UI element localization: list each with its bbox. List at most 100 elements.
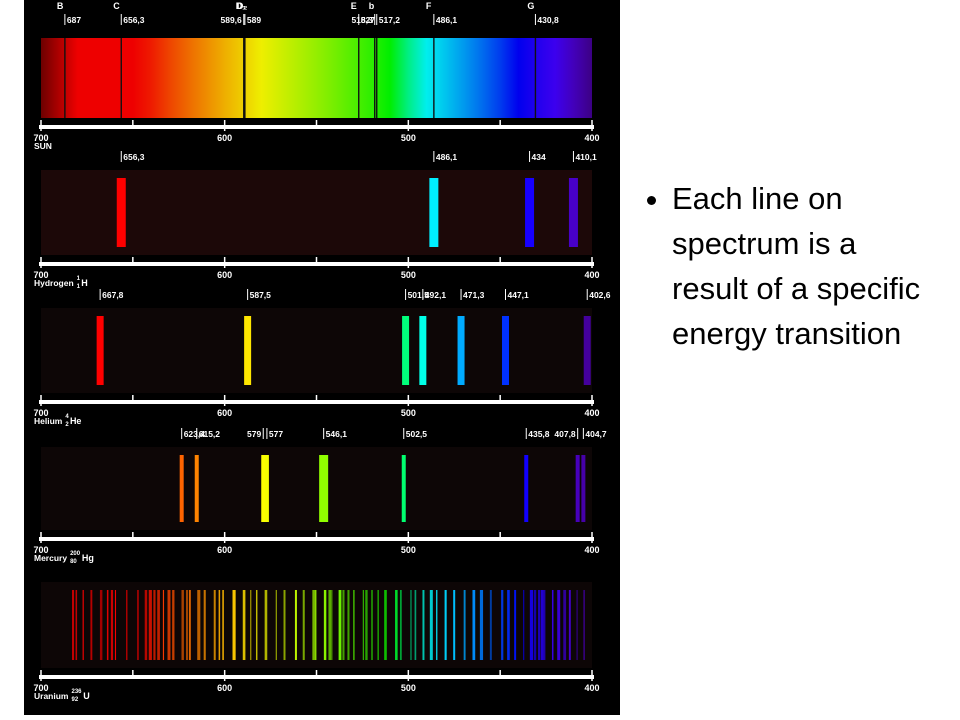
axis-tick-label: 700 <box>33 408 48 418</box>
emission-line-decor <box>365 590 368 660</box>
line-label: 434 <box>532 152 546 162</box>
axis-tick-label: 700 <box>33 270 48 280</box>
axis-tick-label: 600 <box>217 545 232 555</box>
mass-number: 200 <box>70 551 81 557</box>
fraunhofer-letter: B <box>57 1 64 11</box>
line-label: 430,8 <box>537 15 559 25</box>
emission-line-decor <box>338 590 342 660</box>
emission-line-decor <box>137 590 139 660</box>
spectrum-band <box>41 308 592 393</box>
fraunhofer-letter: F <box>426 1 432 11</box>
emission-line-decor <box>543 590 546 660</box>
line-label: 447,1 <box>507 290 529 300</box>
emission-line-decor <box>126 590 128 660</box>
emission-line-decor <box>551 590 554 660</box>
emission-line <box>319 455 329 522</box>
fraunhofer-letter: D₁ <box>236 1 246 11</box>
emission-line-decor <box>242 590 246 660</box>
line-label: 656,3 <box>123 15 145 25</box>
emission-line-decor <box>181 590 184 660</box>
line-label: 656,3 <box>123 152 145 162</box>
spectrum-band <box>41 447 592 530</box>
emission-line-decor <box>563 590 567 660</box>
emission-line-decor <box>463 590 466 660</box>
axis-tick-label: 700 <box>33 545 48 555</box>
line-label: 667,8 <box>102 290 124 300</box>
emission-line-decor <box>264 590 268 660</box>
line-label: 518,3 <box>351 15 373 25</box>
emission-line-decor <box>232 590 236 660</box>
axis-tick-label: 600 <box>217 408 232 418</box>
line-label: 623,4 <box>184 429 206 439</box>
atomic-number: 92 <box>71 697 78 703</box>
emission-line-decor <box>533 590 537 660</box>
emission-line-decor <box>312 590 316 660</box>
emission-line-decor <box>203 590 206 660</box>
emission-line <box>194 455 199 522</box>
emission-line-decor <box>583 590 585 660</box>
line-label: 587,5 <box>250 290 272 300</box>
emission-line <box>429 178 439 247</box>
emission-line-decor <box>362 590 365 660</box>
axis-tick-label: 400 <box>584 545 599 555</box>
emission-line-decor <box>144 590 148 660</box>
line-label: 404,7 <box>585 429 607 439</box>
line-label: 546,1 <box>326 429 348 439</box>
atomic-number: 2 <box>65 422 69 428</box>
emission-line <box>419 316 427 385</box>
line-label: 579 <box>247 429 261 439</box>
emission-line-decor <box>294 590 297 660</box>
line-label: 615,2 <box>199 429 221 439</box>
axis-tick-label: 500 <box>401 683 416 693</box>
emission-line-decor <box>576 590 578 660</box>
fraunhofer-letter: E <box>351 1 357 11</box>
emission-line-decor <box>90 590 93 660</box>
emission-line-decor <box>302 590 305 660</box>
line-label: 589 <box>247 15 261 25</box>
emission-line-decor <box>472 590 476 660</box>
emission-line-decor <box>371 590 373 660</box>
fraunhofer-letter: b <box>369 1 375 11</box>
line-label: 687 <box>67 15 81 25</box>
emission-line <box>244 316 252 385</box>
spectrum-band <box>41 582 592 668</box>
line-label: 501,5 <box>408 290 430 300</box>
emission-line-decor <box>414 590 417 660</box>
emission-line-decor <box>114 590 117 660</box>
element-symbol: H <box>81 278 88 288</box>
emission-line <box>525 178 535 247</box>
axis-tick-label: 500 <box>401 545 416 555</box>
axis-tick-label: 500 <box>401 408 416 418</box>
element-symbol: Hg <box>82 553 94 563</box>
mass-number: 4 <box>65 414 69 420</box>
emission-line-decor <box>568 590 571 660</box>
element-symbol: U <box>83 691 90 701</box>
spectrum-name: Uranium <box>34 691 69 701</box>
line-label: 517,2 <box>379 15 401 25</box>
emission-line-decor <box>529 590 534 660</box>
axis-tick-label: 400 <box>584 408 599 418</box>
line-label: 492,1 <box>425 290 447 300</box>
emission-line <box>264 455 269 522</box>
emission-line-decor <box>167 590 171 660</box>
spectrum-name: Mercury <box>34 553 67 563</box>
emission-line <box>581 455 586 522</box>
emission-line-decor <box>188 590 191 660</box>
emission-line <box>402 316 410 385</box>
axis-tick-label: 400 <box>584 270 599 280</box>
emission-line-decor <box>422 590 425 660</box>
emission-line-decor <box>410 590 412 660</box>
emission-line-decor <box>222 590 224 660</box>
mass-number: 236 <box>71 689 82 695</box>
emission-line-decor <box>185 590 188 660</box>
fraunhofer-letter: G <box>527 1 534 11</box>
emission-line-decor <box>283 590 286 660</box>
emission-line-decor <box>197 590 201 660</box>
emission-line-decor <box>153 590 156 660</box>
emission-line-decor <box>507 590 510 660</box>
emission-line <box>575 455 580 522</box>
axis-tick-label: 700 <box>33 133 48 143</box>
emission-line-decor <box>162 590 165 660</box>
